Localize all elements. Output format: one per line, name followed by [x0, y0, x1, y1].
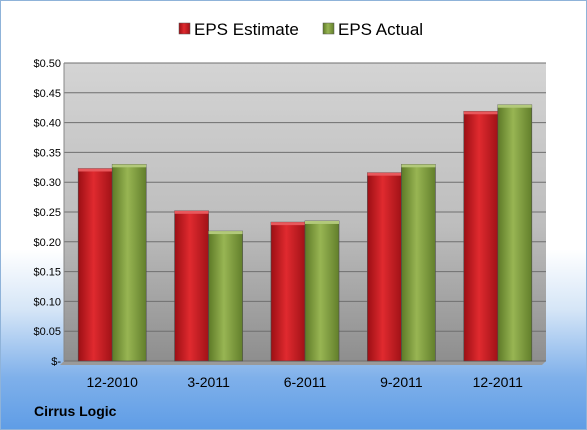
bar-top-highlight: [463, 111, 498, 115]
bar-eps-actual: [208, 230, 243, 362]
legend-swatch-actual: [322, 22, 335, 35]
bar-eps-actual: [111, 164, 147, 362]
bar-eps-actual: [304, 220, 340, 362]
y-tick-label: $0.25: [33, 207, 61, 219]
legend-label-actual: EPS Actual: [338, 20, 423, 39]
legend-label-estimate: EPS Estimate: [194, 20, 299, 39]
y-tick-label: $0.15: [33, 267, 61, 279]
bar-top-highlight: [174, 210, 209, 214]
company-name: Cirrus Logic: [34, 403, 117, 419]
y-tick-label: $0.10: [33, 296, 61, 308]
y-tick-label: $0.50: [33, 58, 61, 70]
bar-eps-estimate: [367, 172, 402, 362]
bar-eps-estimate: [174, 210, 209, 362]
x-tick-label: 12-2010: [87, 374, 139, 390]
y-tick-label: $0.30: [33, 177, 61, 189]
x-tick-label: 12-2011: [473, 374, 524, 390]
bar-eps-actual: [497, 104, 533, 362]
y-tick-label: $0.05: [33, 326, 61, 338]
x-tick-label: 6-2011: [284, 374, 327, 390]
y-tick-label: $0.20: [33, 237, 61, 249]
y-tick-label: $-: [51, 356, 61, 368]
legend-swatch-estimate: [178, 22, 191, 35]
bar-eps-estimate: [463, 110, 499, 362]
plot-floor: [60, 361, 546, 365]
bar-top-highlight: [367, 172, 402, 176]
bar-top-highlight: [271, 222, 305, 226]
bar-eps-estimate: [270, 221, 306, 362]
bar-top-highlight: [497, 104, 532, 108]
x-tick-label: 9-2011: [380, 374, 423, 390]
bar-top-highlight: [208, 231, 243, 235]
y-tick-label: $0.45: [33, 88, 61, 100]
bar-top-highlight: [305, 220, 339, 224]
bar-top-highlight: [78, 168, 113, 172]
y-tick-label: $0.35: [33, 147, 61, 159]
bar-top-highlight: [112, 164, 147, 168]
bar-eps-actual: [401, 164, 436, 362]
bar-top-highlight: [401, 164, 436, 168]
x-tick-label: 3-2011: [187, 374, 230, 390]
y-tick-label: $0.40: [33, 118, 61, 130]
bar-eps-estimate: [77, 168, 113, 362]
